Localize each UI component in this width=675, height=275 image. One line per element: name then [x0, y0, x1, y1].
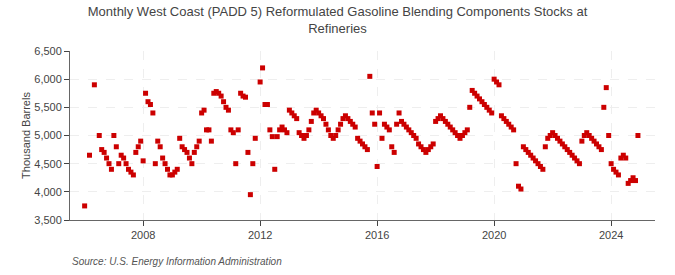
svg-text:6,500: 6,500: [34, 45, 62, 57]
svg-text:2016: 2016: [365, 229, 389, 241]
svg-text:2020: 2020: [482, 229, 506, 241]
svg-text:3,500: 3,500: [34, 214, 62, 226]
svg-text:Source: U.S. Energy Informatio: Source: U.S. Energy Information Administ…: [72, 256, 282, 267]
svg-text:4,500: 4,500: [34, 158, 62, 170]
svg-text:Thousand Barrels: Thousand Barrels: [20, 92, 32, 179]
svg-text:5,000: 5,000: [34, 129, 62, 141]
svg-text:2024: 2024: [599, 229, 623, 241]
svg-text:2008: 2008: [131, 229, 155, 241]
svg-text:Monthly West Coast (PADD 5) Re: Monthly West Coast (PADD 5) Reformulated…: [88, 4, 588, 36]
svg-text:4,000: 4,000: [34, 186, 62, 198]
svg-text:2012: 2012: [248, 229, 272, 241]
svg-text:5,500: 5,500: [34, 101, 62, 113]
svg-text:6,000: 6,000: [34, 73, 62, 85]
